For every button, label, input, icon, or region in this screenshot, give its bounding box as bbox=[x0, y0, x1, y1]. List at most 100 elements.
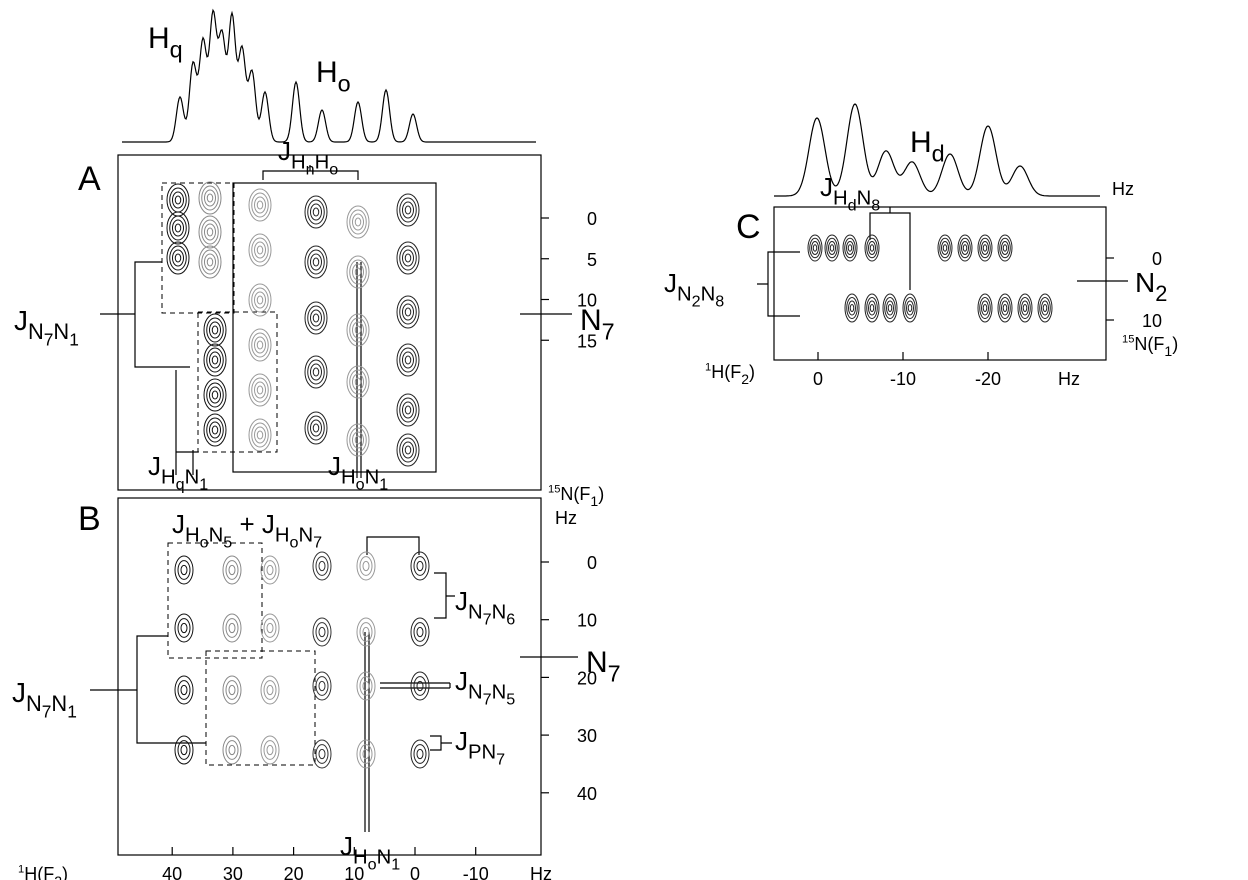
contour bbox=[355, 218, 361, 226]
text-part: N bbox=[586, 646, 608, 679]
x-tick-label: 40 bbox=[162, 864, 182, 880]
contour bbox=[849, 301, 856, 315]
text-part: J bbox=[14, 305, 28, 336]
contour bbox=[847, 242, 854, 255]
contour bbox=[403, 442, 414, 458]
contour bbox=[178, 561, 190, 580]
contour bbox=[397, 296, 419, 328]
contour bbox=[403, 304, 414, 320]
text-part: N bbox=[492, 601, 507, 623]
contour bbox=[363, 681, 369, 690]
text-part: N bbox=[365, 466, 380, 488]
text-part: n bbox=[306, 160, 315, 178]
contour bbox=[305, 302, 327, 334]
coupling-label: JN7N5 bbox=[455, 666, 515, 708]
contour bbox=[173, 220, 184, 236]
contour bbox=[363, 561, 369, 570]
coupling-label: JN2N8 bbox=[664, 268, 724, 310]
contour bbox=[249, 419, 271, 451]
text-part: ) bbox=[1172, 334, 1178, 354]
contour bbox=[403, 250, 414, 266]
contour bbox=[397, 242, 419, 274]
text-part: J bbox=[12, 677, 26, 708]
text-part: J bbox=[664, 268, 677, 298]
contour bbox=[813, 245, 817, 252]
contour bbox=[1003, 305, 1007, 312]
y-tick-label: 30 bbox=[577, 726, 597, 746]
contour bbox=[255, 382, 266, 398]
contour bbox=[355, 378, 361, 386]
y-tick-label: 5 bbox=[587, 250, 597, 270]
bracket bbox=[380, 683, 450, 688]
text-part: 1 bbox=[69, 329, 79, 349]
text-part: 15 bbox=[1122, 333, 1134, 345]
contour bbox=[1023, 305, 1027, 312]
contour bbox=[360, 557, 372, 576]
contour bbox=[830, 245, 834, 252]
contour bbox=[848, 245, 852, 252]
axis-label: 15N(F1) bbox=[1122, 333, 1178, 358]
contour bbox=[204, 344, 226, 376]
text-part: N bbox=[53, 319, 69, 344]
text-part: J bbox=[455, 586, 468, 616]
text-part: H bbox=[910, 126, 932, 159]
panel-c-frame bbox=[774, 207, 1106, 360]
bracket bbox=[757, 252, 800, 316]
contour bbox=[1042, 301, 1049, 315]
contour bbox=[870, 305, 874, 312]
contour bbox=[397, 344, 419, 376]
contour bbox=[355, 268, 361, 276]
contour bbox=[1022, 301, 1029, 315]
panel-label: B bbox=[78, 500, 101, 538]
peak-label: Ho bbox=[316, 56, 351, 97]
contour bbox=[1002, 242, 1009, 255]
text-part: J bbox=[820, 172, 833, 202]
contour bbox=[264, 741, 276, 760]
contour bbox=[908, 305, 912, 312]
contour bbox=[305, 246, 327, 278]
contour bbox=[405, 206, 411, 214]
text-part: H bbox=[316, 56, 338, 89]
contour bbox=[397, 194, 419, 226]
contour bbox=[199, 216, 221, 248]
contour bbox=[414, 745, 426, 764]
x-tick-label: -10 bbox=[463, 864, 489, 880]
contour bbox=[1003, 245, 1007, 252]
contour bbox=[313, 424, 319, 432]
axis-label: 1H(F2) bbox=[705, 361, 755, 386]
y-tick-label: 10 bbox=[577, 611, 597, 631]
contour bbox=[353, 322, 364, 338]
contour bbox=[355, 436, 361, 444]
contour bbox=[257, 246, 263, 254]
contour bbox=[360, 677, 372, 696]
text-part: 1 bbox=[391, 855, 400, 873]
contour bbox=[316, 745, 328, 764]
text-part: 7 bbox=[602, 319, 615, 345]
contour bbox=[353, 374, 364, 390]
contour bbox=[173, 192, 184, 208]
panel-label: C bbox=[736, 208, 761, 246]
text-part: 7 bbox=[483, 610, 492, 628]
text-part: 2 bbox=[1155, 281, 1167, 306]
contour bbox=[175, 224, 181, 232]
contour bbox=[255, 197, 266, 213]
text-part: H bbox=[315, 151, 330, 173]
contour bbox=[403, 352, 414, 368]
contour bbox=[319, 561, 325, 570]
contour bbox=[207, 258, 213, 266]
contour bbox=[347, 206, 369, 238]
contour bbox=[267, 623, 273, 632]
contour bbox=[405, 406, 411, 414]
contour bbox=[888, 305, 892, 312]
text-part: 7 bbox=[44, 329, 54, 349]
contour bbox=[313, 258, 319, 266]
contour bbox=[226, 561, 238, 580]
text-part: o bbox=[338, 71, 351, 97]
text-part: J bbox=[455, 666, 468, 696]
text-part: 1 bbox=[1164, 343, 1172, 359]
text-part: 7 bbox=[42, 701, 52, 721]
contour bbox=[1043, 305, 1047, 312]
text-part: J bbox=[172, 509, 185, 539]
contour bbox=[983, 305, 987, 312]
contour bbox=[249, 374, 271, 406]
